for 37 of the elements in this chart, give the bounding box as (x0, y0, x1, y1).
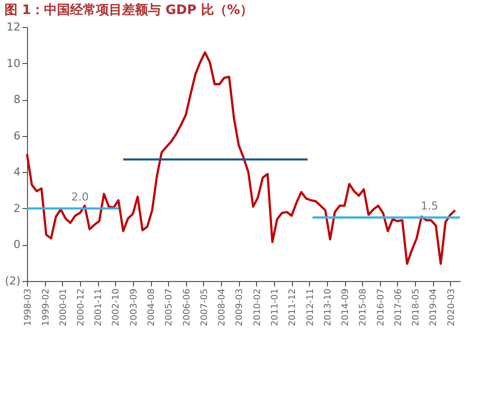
x-tick-label: 2020-03 (446, 288, 457, 326)
x-tick-label: 2011-01 (270, 288, 280, 326)
x-tick-label: 2011-12 (288, 288, 298, 326)
x-tick-label: 1999-02 (41, 288, 52, 326)
x-tick-label: 2007-05 (200, 288, 210, 326)
y-tick-label: 2 (14, 202, 20, 215)
x-tick-label: 2010-02 (252, 288, 263, 326)
x-tick-label: 2014-09 (341, 288, 352, 326)
x-tick-label: 2004-08 (147, 288, 158, 326)
x-tick-label: 1998-03 (24, 288, 34, 326)
x-tick-label: 2016-07 (376, 288, 386, 326)
x-tick-label: 2005-07 (164, 288, 175, 326)
x-tick-label: 2000-01 (58, 288, 69, 326)
y-tick-label: 12 (6, 20, 20, 34)
y-tick-label: 6 (14, 129, 20, 142)
y-tick-label: 0 (14, 238, 20, 252)
annotation: 2.0 (71, 190, 89, 204)
x-tick-label: 2002-10 (112, 288, 122, 326)
x-tick-label: 2013-10 (323, 288, 334, 326)
x-tick-label: 2009-03 (235, 288, 246, 326)
y-tick-label: 10 (6, 56, 20, 70)
x-tick-label: 2015-08 (358, 288, 369, 326)
chart-title: 图 1：中国经常项目差额与 GDP 比（%） (4, 2, 254, 18)
annotation: 1.5 (420, 200, 438, 212)
y-tick-label: (2) (4, 274, 20, 288)
y-tick-label: 8 (14, 93, 20, 106)
x-tick-label: 2003-09 (129, 288, 140, 326)
line-series (26, 51, 456, 265)
x-tick-label: 2008-04 (218, 288, 228, 326)
x-tick-label: 2006-06 (182, 288, 192, 326)
x-tick-label: 2000-12 (76, 288, 86, 326)
x-tick-label: 2017-06 (394, 288, 404, 326)
x-tick-label: 2018-05 (412, 288, 422, 326)
x-tick-label: 2012-11 (306, 288, 316, 326)
y-tick-label: 4 (14, 166, 20, 179)
x-tick-label: 2019-04 (429, 288, 440, 326)
x-tick-label: 2001-11 (94, 288, 104, 326)
